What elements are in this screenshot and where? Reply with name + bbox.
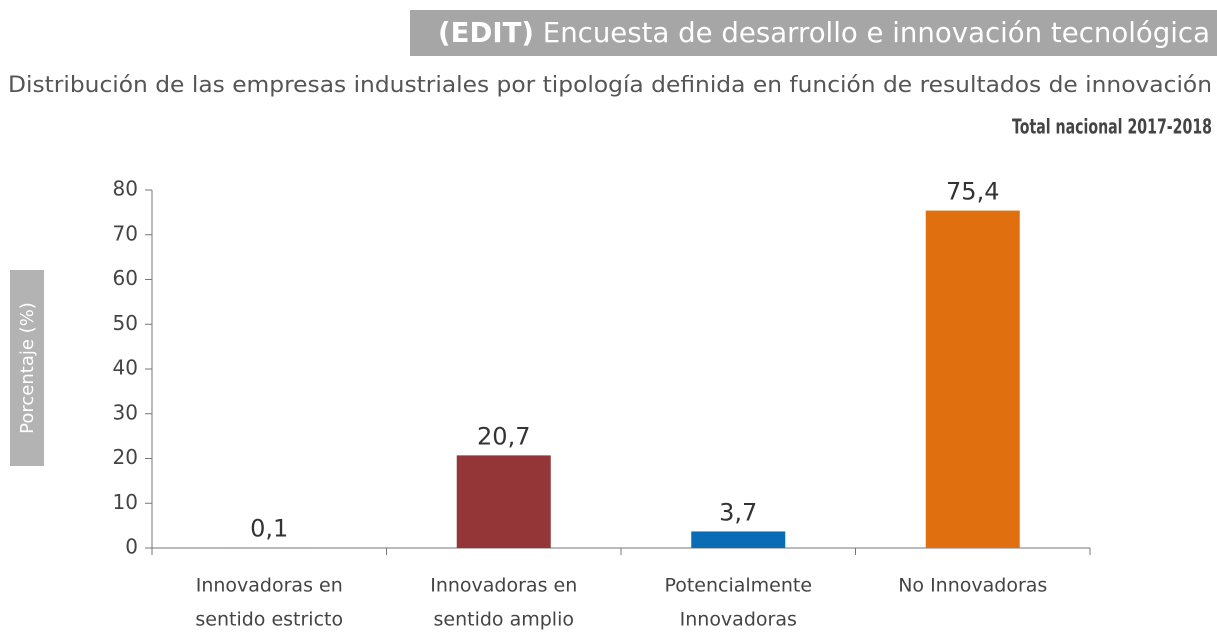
value-label: 75,4 [946,178,999,206]
y-tick-label: 40 [113,356,138,380]
x-tick-label: No Innovadoras [898,575,1047,597]
bar [691,531,786,548]
y-tick-label: 0 [125,535,138,559]
value-label: 20,7 [477,422,530,450]
x-tick-label: sentido estricto [195,609,343,631]
y-tick-label: 60 [113,266,138,290]
y-tick-label: 50 [113,311,138,335]
note: Total nacional 2017-2018 [1012,115,1212,139]
y-tick-label: 30 [113,400,138,424]
y-tick-label: 70 [113,221,138,245]
x-tick-label: sentido amplio [434,609,574,631]
y-tick-label: 20 [113,445,138,469]
bar [925,210,1020,548]
bar [222,547,317,549]
title-box [410,10,1217,56]
x-tick-label: Innovadoras [680,609,797,631]
x-tick-label: Innovadoras en [196,575,343,597]
subtitle: Distribución de las empresas industriale… [8,73,1212,98]
title-text: Encuesta de desarrollo e innovación tecn… [534,16,1210,49]
y-axis-label: Porcentaje (%) [17,302,38,434]
y-tick-label: 10 [113,490,138,514]
x-tick-label: Potencialmente [664,575,812,597]
bar [456,455,551,548]
title-prefix: (EDIT) [438,16,534,49]
y-tick-label: 80 [113,177,138,201]
x-tick-label: Innovadoras en [430,575,577,597]
y-label-box [10,270,44,466]
value-label: 3,7 [719,498,757,526]
value-label: 0,1 [250,515,288,543]
chart-title: (EDIT) Encuesta de desarrollo e innovaci… [438,16,1210,49]
